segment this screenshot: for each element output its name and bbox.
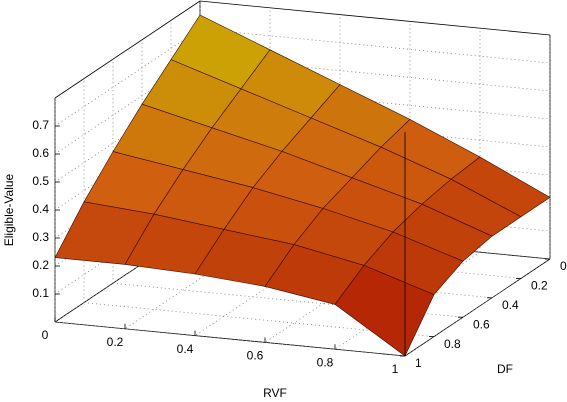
x-tick-label: 0.2 <box>107 335 124 349</box>
x-tick-label: 0.4 <box>177 342 194 356</box>
z-tick-label: 0.1 <box>32 286 49 300</box>
y-tick-label: 0.8 <box>444 337 461 351</box>
y-tick-label: 1 <box>415 356 422 370</box>
z-tick-label: 0.7 <box>32 118 49 132</box>
y-tick-label: 0.2 <box>531 279 548 293</box>
z-tick-label: 0.6 <box>32 146 49 160</box>
z-axis-label: Eligible-Value <box>2 173 16 246</box>
y-axis-label: DF <box>497 362 513 376</box>
x-tick-label: 0 <box>42 328 49 342</box>
box-edge <box>54 0 201 99</box>
y-tick-label: 0.4 <box>502 298 519 312</box>
x-tick-label: 0.8 <box>317 355 334 369</box>
box-edge <box>199 0 551 36</box>
box-edge <box>404 258 551 357</box>
y-tick-label: 0 <box>560 259 567 273</box>
z-tick-label: 0.3 <box>32 230 49 244</box>
x-tick-label: 0.6 <box>247 349 264 363</box>
z-tick-label: 0.5 <box>32 174 49 188</box>
z-tick-label: 0.4 <box>32 202 49 216</box>
x-tick-label: 1 <box>392 362 399 376</box>
z-tick-label: 0.2 <box>32 258 49 272</box>
box-edge <box>54 321 406 357</box>
x-axis-label: RVF <box>263 386 287 400</box>
y-tick-label: 0.6 <box>473 317 490 331</box>
